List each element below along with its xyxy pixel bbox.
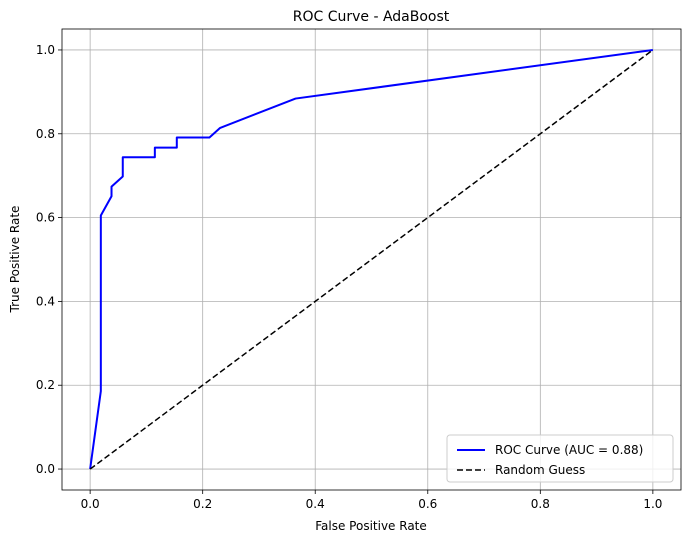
- plot-area: [89, 48, 654, 470]
- axis-ticks: 0.0 0.2 0.4 0.6 0.8 1.0 0.0 0.2 0.4 0.6 0.8 1.0: [36, 28, 682, 511]
- legend-label-1: Random Guess: [495, 463, 585, 477]
- x-tick-label-1: 0.2: [193, 497, 212, 511]
- y-axis-label: True Positive Rate: [8, 206, 22, 314]
- y-tick-label-0: 0.0: [36, 462, 55, 476]
- x-tick-label-4: 0.8: [531, 497, 550, 511]
- x-tick-label-0: 0.0: [81, 497, 100, 511]
- y-tick-label-3: 0.6: [36, 211, 55, 225]
- legend-box: [446, 434, 674, 483]
- y-tick-label-4: 0.8: [36, 127, 55, 141]
- grid-lines: [62, 29, 681, 490]
- x-tick-label-3: 0.6: [418, 497, 437, 511]
- legend-label-0: ROC Curve (AUC = 0.88): [495, 443, 643, 457]
- chart-title: ROC Curve - AdaBoost: [293, 9, 450, 25]
- x-tick-label-2: 0.4: [306, 497, 325, 511]
- y-tick-label-5: 1.0: [36, 43, 55, 57]
- y-tick-label-2: 0.4: [36, 294, 55, 308]
- legend: ROC Curve (AUC = 0.88) Random Guess: [446, 434, 674, 483]
- roc-curve-line: [89, 48, 653, 470]
- y-tick-label-1: 0.2: [36, 378, 55, 392]
- x-tick-label-5: 1.0: [643, 497, 662, 511]
- plot-frame: [61, 28, 682, 491]
- x-axis-label: False Positive Rate: [315, 519, 427, 533]
